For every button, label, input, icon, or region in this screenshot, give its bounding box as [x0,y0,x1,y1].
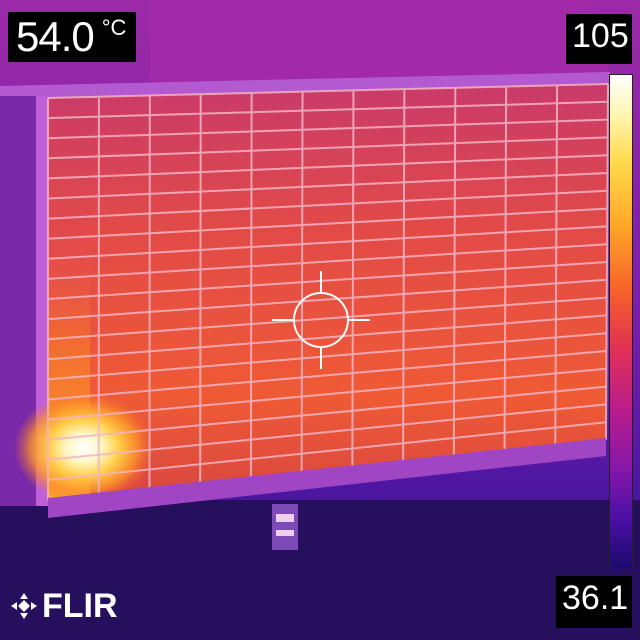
panel-grid-row-line [47,261,608,300]
panel-grid-row-line [47,100,608,120]
panel-grid-column-line [503,86,508,451]
panel-grid-row-line [47,225,608,260]
spot-meter-crosshair [272,271,370,369]
flir-logo-text: FLIR [42,587,118,625]
panel-grid-row-line [47,207,608,240]
panel-grid-column-line [402,89,406,462]
panel-grid-row-line [47,154,608,180]
hot-spot [14,392,154,504]
panel-grid-column-line [249,92,253,479]
panel-grid-row-line [47,278,607,321]
panel-grid-row-line [47,118,608,140]
panel-grid-row-line [47,136,608,160]
scale-max-label: 105 [566,14,632,64]
panel-grid-row-line [47,314,607,361]
panel-grid-row-line [47,189,608,220]
panel-grid-row-line [47,243,608,280]
panel-grid-row-line [47,350,607,401]
panel-grid-column-line [554,85,559,446]
panel-grid-row-line [47,83,609,99]
panel-grid-column-line [452,87,457,457]
spot-temperature-value: 54.0 [16,13,95,60]
flir-logo: FLIR [10,588,118,624]
panel-grid-column-line [199,94,202,484]
panel-grid-row-line [47,296,607,341]
temperature-unit: °C [101,15,127,40]
temperature-color-bar [609,74,633,570]
flir-emblem-icon [11,593,37,619]
junction-box [272,504,298,550]
panel-grid-row-line [47,332,607,381]
spot-temperature-readout: 54.0 °C [8,12,137,62]
scale-min-label: 36.1 [556,576,632,628]
panel-grid-row-line [47,421,607,481]
panel-grid-column-line [351,90,355,468]
solar-panel [48,84,608,500]
panel-grid-row-line [47,172,608,200]
panel-grid-row-line [47,367,607,421]
panel-grid-column-line [300,91,304,473]
panel-grid-row-line [47,385,607,441]
panel-grid-row-line [47,403,607,461]
panel-grid-column-line [605,83,609,441]
